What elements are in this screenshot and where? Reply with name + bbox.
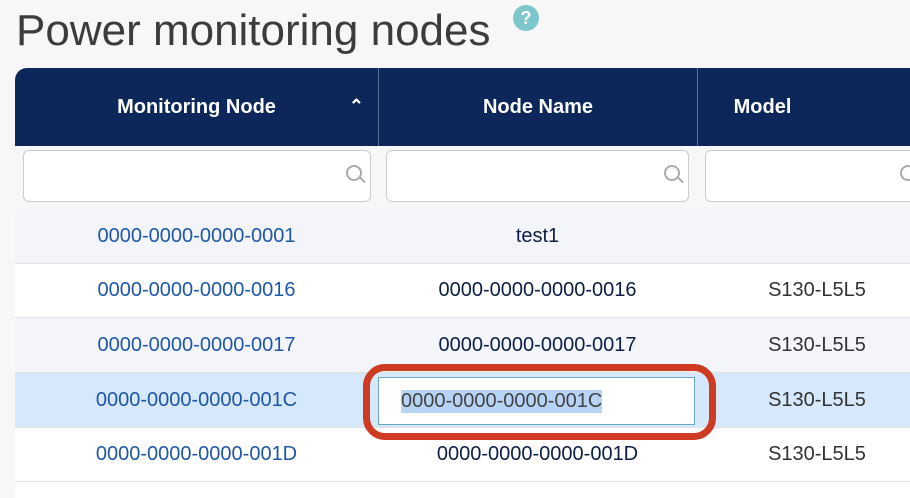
filter-monitoring-node-input[interactable] (23, 150, 371, 202)
node-name-cell[interactable]: test1 (515, 225, 560, 247)
monitoring-node-link[interactable]: 0000-0000-0000-0017 (97, 333, 296, 356)
search-icon (346, 165, 362, 181)
filter-node-name-input[interactable] (386, 150, 689, 202)
monitoring-node-link[interactable]: 0000-0000-0000-0016 (97, 279, 296, 301)
model-cell: S130-L5L5 (768, 279, 866, 301)
column-label: Node Name (482, 95, 594, 118)
page-title: Power monitoring nodes (16, 6, 491, 55)
table-row[interactable]: 0000-0000-0000-0017 0000-0000-0000-0017 … (15, 318, 910, 373)
node-name-cell[interactable]: 0000-0000-0000-0016 (438, 279, 637, 301)
table-row[interactable]: 0000-0000-0000-0001 test1 (15, 210, 910, 264)
node-name-edit-input[interactable]: 0000-0000-0000-001C (378, 377, 695, 425)
model-cell: S130-L5L5 (768, 443, 866, 465)
column-header-node-name[interactable]: Node Name (379, 68, 698, 146)
column-label: Model (733, 95, 792, 118)
monitoring-node-link[interactable]: 0000-0000-0000-0001 (97, 225, 296, 247)
node-name-cell[interactable]: 0000-0000-0000-001D (436, 443, 639, 465)
model-cell (697, 210, 910, 263)
question-circle-icon[interactable]: ? (513, 5, 539, 31)
sort-ascending-icon[interactable]: ⌃ (348, 96, 364, 116)
model-cell: S130-L5L5 (768, 333, 866, 356)
monitoring-node-link[interactable]: 0000-0000-0000-001C (95, 388, 298, 411)
column-header-monitoring-node[interactable]: Monitoring Node ⌃ (15, 68, 379, 146)
table-row[interactable]: 0000-0000-0000-001D 0000-0000-0000-001D … (15, 428, 910, 482)
search-icon (900, 165, 910, 181)
node-name-cell[interactable]: 0000-0000-0000-0017 (438, 333, 637, 356)
highlight-annotation (363, 364, 716, 440)
table-row[interactable]: 0000-0000-0000-0016 0000-0000-0000-0016 … (15, 264, 910, 318)
model-cell: S130-L5L5 (768, 388, 866, 411)
column-header-model[interactable]: Model (698, 68, 910, 146)
column-label: Monitoring Node (117, 95, 276, 118)
filter-row (15, 146, 910, 210)
filter-model-input[interactable] (705, 150, 910, 202)
search-icon (664, 165, 680, 181)
monitoring-node-link[interactable]: 0000-0000-0000-001D (95, 443, 298, 465)
selected-text: 0000-0000-0000-001C (401, 389, 603, 413)
